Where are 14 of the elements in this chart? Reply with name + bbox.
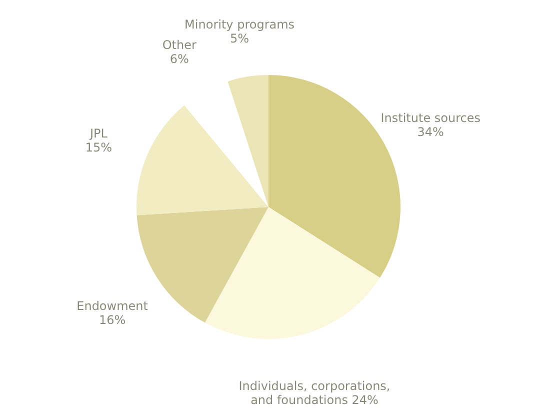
pie-slice [228,75,268,207]
slice-label: Other [162,38,196,52]
slice-label: Individuals, corporations, and foundations 24% [238,379,390,408]
data-label: 34% [417,124,444,139]
pie-slice [136,105,268,216]
data-label: 15% [85,140,112,155]
data-label: 16% [98,313,126,328]
pie-slice [204,207,380,339]
data-label: 6% [170,52,189,66]
data-label: 5% [230,31,250,46]
slice-label: JPL [88,126,108,141]
slice-label: Institute sources [380,110,480,125]
slice-label: Minority programs [184,17,295,32]
slice-label: Endowment [76,299,148,314]
